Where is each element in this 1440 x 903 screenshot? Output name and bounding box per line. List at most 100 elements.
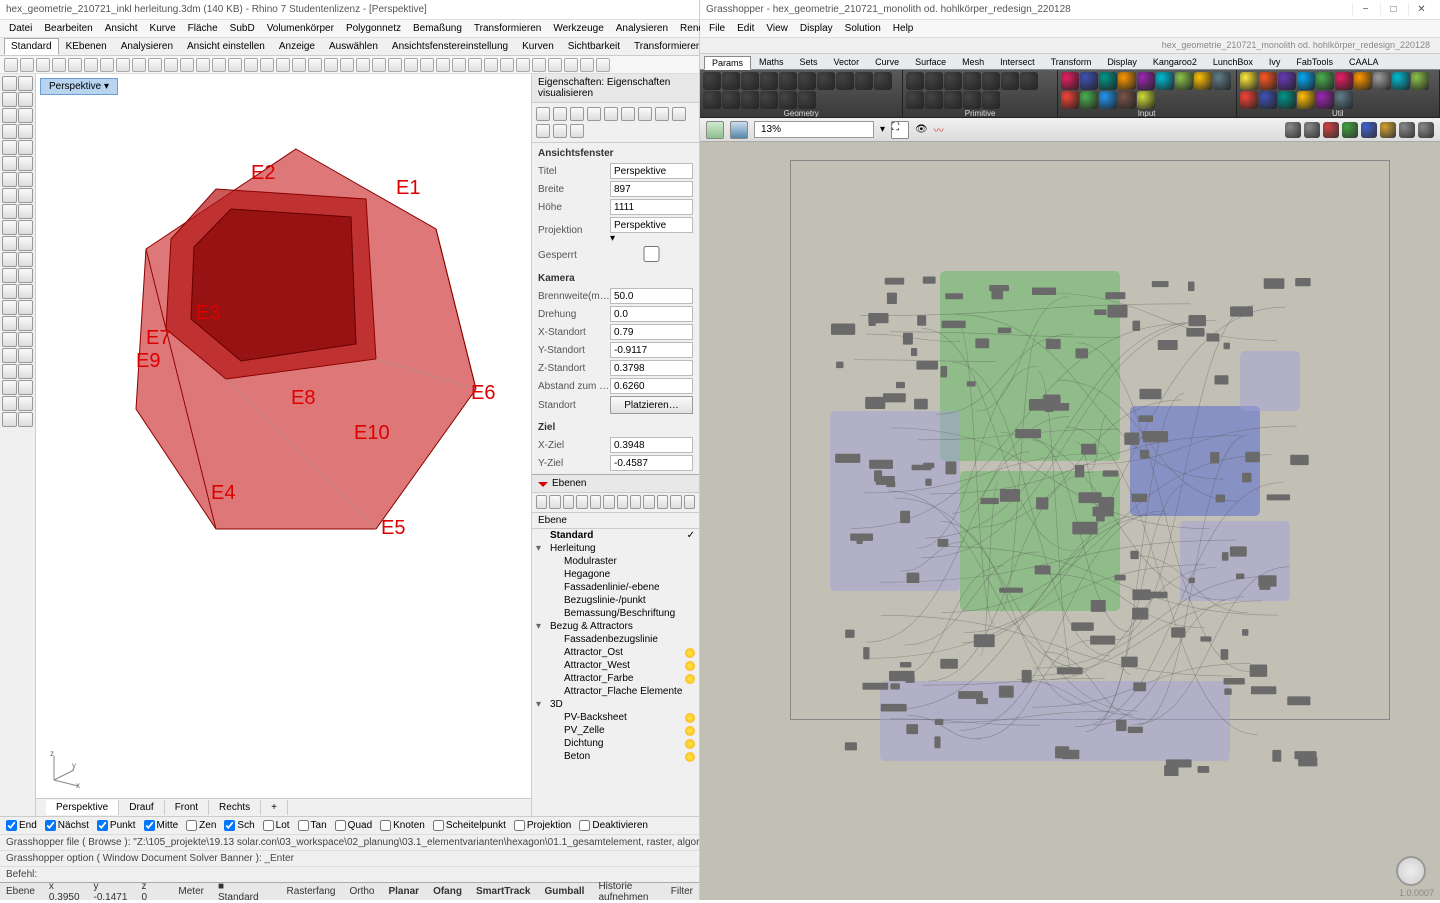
osnap-mitte[interactable] <box>144 820 155 831</box>
component-icon[interactable] <box>1118 91 1136 109</box>
component-icon[interactable] <box>703 91 721 109</box>
layer-item[interactable]: Bezugslinie-/punkt <box>546 595 695 606</box>
component-icon[interactable] <box>1099 91 1117 109</box>
prop-icon[interactable] <box>587 107 601 121</box>
display-mode-icon[interactable] <box>1323 122 1339 138</box>
tab-kurven[interactable]: Kurven <box>515 38 561 55</box>
status-item[interactable]: Ortho <box>349 886 374 897</box>
layer-tool-icon[interactable] <box>630 495 641 509</box>
layer-item[interactable]: Modulraster <box>546 556 695 567</box>
prop-icon[interactable] <box>570 124 584 138</box>
gh-tab-surface[interactable]: Surface <box>907 55 954 69</box>
status-item[interactable]: Filter <box>671 886 693 897</box>
component-icon[interactable] <box>722 72 740 90</box>
gh-tab-vector[interactable]: Vector <box>826 55 868 69</box>
toolbar-icon[interactable] <box>580 58 594 72</box>
tool-button[interactable] <box>18 316 33 331</box>
component-icon[interactable] <box>906 91 924 109</box>
tool-button[interactable] <box>18 124 33 139</box>
prop-input[interactable] <box>610 163 693 179</box>
prop-input[interactable] <box>610 199 693 215</box>
prop-input[interactable] <box>610 378 693 394</box>
menu-werkzeuge[interactable]: Werkzeuge <box>548 21 608 36</box>
toolbar-icon[interactable] <box>388 58 402 72</box>
prop-icon[interactable] <box>536 107 550 121</box>
layer-tool-icon[interactable] <box>590 495 601 509</box>
prop-icon[interactable] <box>604 107 618 121</box>
toolbar-icon[interactable] <box>4 58 18 72</box>
zoom-input[interactable] <box>754 121 874 138</box>
prop-icon[interactable] <box>672 107 686 121</box>
component-icon[interactable] <box>798 91 816 109</box>
component-icon[interactable] <box>1316 91 1334 109</box>
viewport-canvas[interactable]: E1 E2 E3 E4 E5 E6 E7 E8 E9 E10 z x y <box>36 74 531 798</box>
component-icon[interactable] <box>1194 72 1212 90</box>
menu-subd[interactable]: SubD <box>225 21 260 36</box>
toolbar-icon[interactable] <box>36 58 50 72</box>
gh-tab-mesh[interactable]: Mesh <box>954 55 992 69</box>
layer-tool-icon[interactable] <box>603 495 614 509</box>
menu-ansicht[interactable]: Ansicht <box>100 21 143 36</box>
tool-button[interactable] <box>2 348 17 363</box>
osnap-scheitelpunkt[interactable] <box>433 820 444 831</box>
tab-analysieren[interactable]: Analysieren <box>114 38 180 55</box>
tool-button[interactable] <box>2 204 17 219</box>
component-icon[interactable] <box>760 72 778 90</box>
prop-icon[interactable] <box>655 107 669 121</box>
toolbar-icon[interactable] <box>164 58 178 72</box>
tool-button[interactable] <box>18 220 33 235</box>
component-icon[interactable] <box>1373 72 1391 90</box>
tool-button[interactable] <box>2 300 17 315</box>
tool-button[interactable] <box>2 236 17 251</box>
toolbar-icon[interactable] <box>20 58 34 72</box>
display-mode-icon[interactable] <box>1399 122 1415 138</box>
layer-tool-icon[interactable] <box>563 495 574 509</box>
layer-bulb-icon[interactable] <box>685 648 695 658</box>
component-icon[interactable] <box>855 72 873 90</box>
prop-icon[interactable] <box>536 124 550 138</box>
tool-button[interactable] <box>18 348 33 363</box>
tool-button[interactable] <box>2 76 17 91</box>
component-icon[interactable] <box>1259 72 1277 90</box>
gh-tab-caala[interactable]: CAALA <box>1341 55 1387 69</box>
prop-input[interactable] <box>610 288 693 304</box>
layer-tool-icon[interactable] <box>617 495 628 509</box>
osnap-sch[interactable] <box>224 820 235 831</box>
status-item[interactable]: Historie aufnehmen <box>598 881 656 903</box>
prop-checkbox[interactable] <box>610 246 693 262</box>
toolbar-icon[interactable] <box>308 58 322 72</box>
gh-tab-fabtools[interactable]: FabTools <box>1288 55 1341 69</box>
toolbar-icon[interactable] <box>180 58 194 72</box>
prop-icon[interactable] <box>638 107 652 121</box>
component-icon[interactable] <box>1061 72 1079 90</box>
layer-item[interactable]: Dichtung <box>546 738 682 749</box>
component-icon[interactable] <box>1080 91 1098 109</box>
gh-menu-file[interactable]: File <box>704 21 730 36</box>
component-icon[interactable] <box>1259 91 1277 109</box>
tool-button[interactable] <box>2 188 17 203</box>
toolbar-icon[interactable] <box>132 58 146 72</box>
prop-input[interactable] <box>610 437 693 453</box>
layer-item[interactable]: Bezug & Attractors <box>546 621 695 632</box>
tab-transformieren[interactable]: Transformieren <box>627 38 699 55</box>
layer-tool-icon[interactable] <box>536 495 547 509</box>
prop-input[interactable] <box>610 324 693 340</box>
prop-icon[interactable] <box>570 107 584 121</box>
layer-item[interactable]: Attractor_Ost <box>546 647 682 658</box>
component-icon[interactable] <box>836 72 854 90</box>
osnap-deaktivieren[interactable] <box>579 820 590 831</box>
tool-button[interactable] <box>18 332 33 347</box>
layer-bulb-icon[interactable] <box>685 726 695 736</box>
display-mode-icon[interactable] <box>1342 122 1358 138</box>
tool-button[interactable] <box>2 108 17 123</box>
tool-button[interactable] <box>18 92 33 107</box>
prop-input[interactable] <box>610 306 693 322</box>
display-mode-icon[interactable] <box>1380 122 1396 138</box>
minimize-button[interactable]: − <box>1352 3 1378 17</box>
tool-button[interactable] <box>2 396 17 411</box>
tool-button[interactable] <box>18 252 33 267</box>
status-item[interactable]: Planar <box>388 886 419 897</box>
layer-tool-icon[interactable] <box>684 495 695 509</box>
viewport-tab-rechts[interactable]: Rechts <box>209 800 261 815</box>
status-item[interactable]: Meter <box>178 886 204 897</box>
